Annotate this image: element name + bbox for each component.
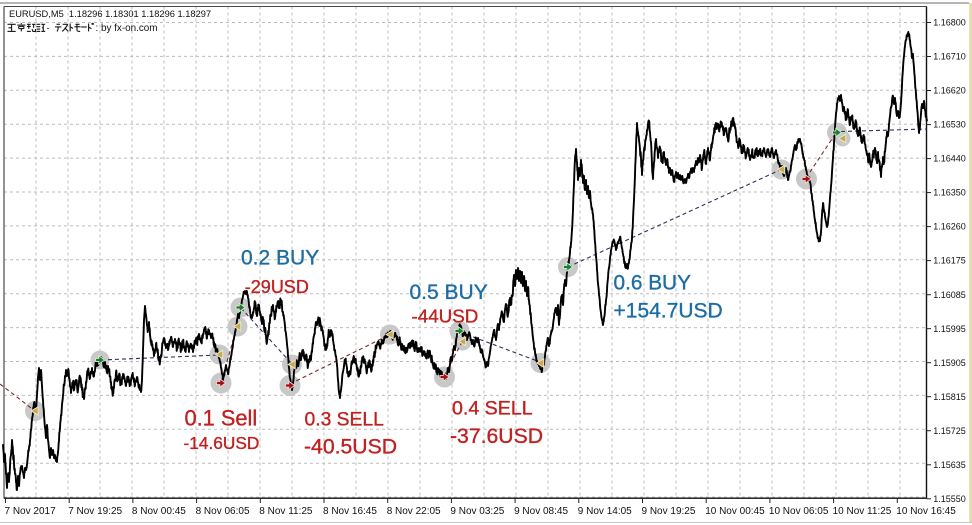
svg-text:9 Nov 08:45: 9 Nov 08:45 <box>514 506 568 517</box>
svg-text:-: - <box>47 23 50 33</box>
svg-text:0.4 SELL: 0.4 SELL <box>452 398 533 420</box>
svg-text:8 Nov 11:25: 8 Nov 11:25 <box>259 506 313 517</box>
svg-text:0.6 BUY: 0.6 BUY <box>614 272 692 295</box>
svg-text:1.16530: 1.16530 <box>933 120 966 130</box>
svg-text:1.16350: 1.16350 <box>933 188 966 198</box>
svg-text:-44USD: -44USD <box>412 306 479 327</box>
svg-text:1.15815: 1.15815 <box>933 392 966 402</box>
svg-text:10 Nov 00:45: 10 Nov 00:45 <box>705 506 765 517</box>
svg-text:1.15995: 1.15995 <box>933 324 966 334</box>
svg-text:: by fx-on.com: : by fx-on.com <box>96 23 158 34</box>
svg-text:0.1 Sell: 0.1 Sell <box>185 406 258 431</box>
svg-text:1.16440: 1.16440 <box>933 154 966 164</box>
svg-text:1.15635: 1.15635 <box>933 460 966 470</box>
svg-text:0.3 SELL: 0.3 SELL <box>305 410 385 431</box>
svg-text:9 Nov 19:25: 9 Nov 19:25 <box>642 506 696 517</box>
svg-text:9 Nov 03:25: 9 Nov 03:25 <box>450 506 504 517</box>
svg-text:1.16710: 1.16710 <box>933 52 966 62</box>
svg-text:1.16800: 1.16800 <box>933 18 966 28</box>
svg-text:-29USD: -29USD <box>245 277 309 297</box>
svg-text:+154.7USD: +154.7USD <box>614 300 723 323</box>
svg-text:1.16085: 1.16085 <box>933 290 966 300</box>
svg-text:1.15725: 1.15725 <box>933 426 966 436</box>
svg-text:8 Nov 00:45: 8 Nov 00:45 <box>132 506 186 517</box>
svg-text:-40.5USD: -40.5USD <box>304 436 397 459</box>
svg-text:EURUSD,M5 1.18296 1.18301 1.1: EURUSD,M5 1.18296 1.18301 1.18296 1.1829… <box>9 9 211 19</box>
svg-text:1.15905: 1.15905 <box>933 358 966 368</box>
svg-text:8 Nov 06:05: 8 Nov 06:05 <box>196 506 250 517</box>
svg-text:7 Nov 19:25: 7 Nov 19:25 <box>68 506 122 517</box>
svg-text:-37.6USD: -37.6USD <box>450 425 543 448</box>
svg-text:1.16620: 1.16620 <box>933 86 966 96</box>
svg-text:10 Nov 16:45: 10 Nov 16:45 <box>896 506 956 517</box>
svg-text:0.5 BUY: 0.5 BUY <box>410 281 488 304</box>
svg-text:10 Nov 06:05: 10 Nov 06:05 <box>769 506 829 517</box>
svg-text:1.15550: 1.15550 <box>933 494 966 504</box>
svg-text:-14.6USD: -14.6USD <box>184 433 260 453</box>
svg-text:1.16260: 1.16260 <box>933 222 966 232</box>
svg-text:8 Nov 22:05: 8 Nov 22:05 <box>387 506 441 517</box>
svg-text:0.2 BUY: 0.2 BUY <box>241 247 319 270</box>
svg-text:7 Nov 2017: 7 Nov 2017 <box>5 506 57 517</box>
svg-text:1.16175: 1.16175 <box>933 256 966 266</box>
svg-text:9 Nov 14:05: 9 Nov 14:05 <box>578 506 632 517</box>
svg-text:8 Nov 16:45: 8 Nov 16:45 <box>323 506 377 517</box>
svg-text:10 Nov 11:25: 10 Nov 11:25 <box>833 506 892 517</box>
